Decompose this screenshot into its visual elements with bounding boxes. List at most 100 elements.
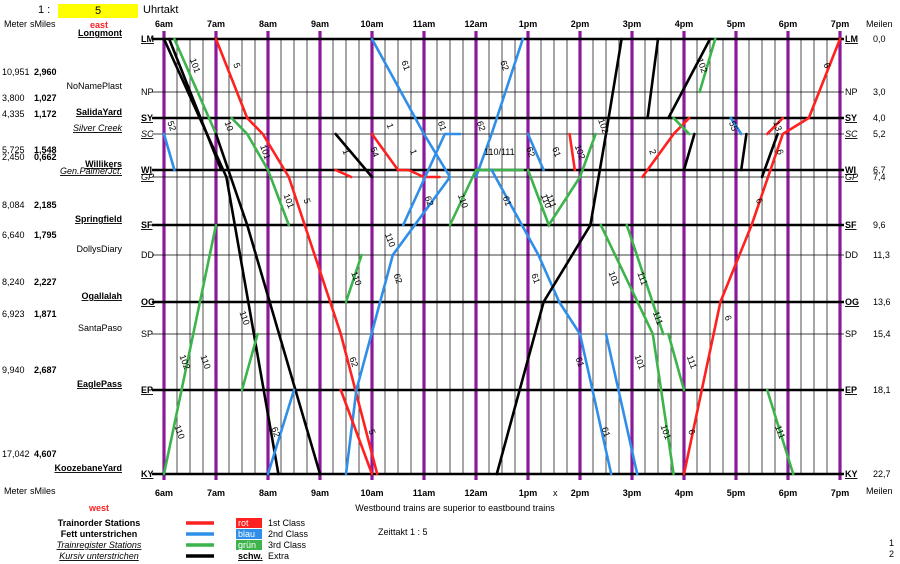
time-label-bottom: 7pm — [831, 488, 850, 498]
train-number-label: 111 — [773, 424, 787, 440]
train-path — [760, 132, 779, 179]
station-smiles: 1,027 — [34, 93, 57, 103]
page-number-2: 2 — [889, 549, 894, 559]
train-number-label: 52 — [165, 120, 178, 133]
station-meter: 8,240 — [2, 277, 25, 287]
time-label-top: 6am — [155, 19, 173, 29]
train-number-label: 62 — [269, 426, 282, 439]
train-path — [599, 223, 675, 476]
train-number-label: 110 — [237, 310, 251, 327]
time-label-bottom: 4pm — [675, 488, 694, 498]
station-name-wi: Willikers — [85, 159, 122, 169]
train-number-label: 110 — [198, 354, 212, 371]
station-meter: 6,640 — [2, 230, 25, 240]
time-label-bottom: 10am — [360, 488, 383, 498]
zeittakt-label: Zeittakt 1 : 5 — [378, 527, 428, 537]
station-meilen: 11,3 — [873, 250, 890, 260]
legend-class-label: 3rd Class — [268, 540, 307, 550]
train-number-label: 61 — [529, 272, 542, 285]
train-number-label: 62 — [498, 59, 511, 72]
train-path — [646, 37, 660, 120]
note-superior: Westbound trains are superior to eastbou… — [355, 503, 555, 513]
train-number-label: 102 — [695, 57, 710, 75]
train-path — [557, 300, 613, 476]
station-abbr-left: NP — [141, 87, 154, 97]
train-path — [682, 37, 842, 476]
station-abbr-right: SY — [845, 113, 857, 123]
station-abbr-right: GP — [845, 172, 858, 182]
page-number-1: 1 — [889, 538, 894, 548]
station-meilen: 22,7 — [873, 469, 891, 479]
col-smiles-bottom: sMiles — [30, 486, 56, 496]
ratio-value: 5 — [58, 4, 138, 18]
station-abbr-left: SC — [141, 129, 154, 139]
train-number-label: 61 — [399, 59, 412, 72]
station-abbr-left: OG — [141, 297, 155, 307]
station-meilen: 6,7 — [873, 165, 886, 175]
train-path — [344, 253, 363, 304]
station-abbr-right: SC — [845, 129, 858, 139]
station-smiles: 2,687 — [34, 365, 57, 375]
time-label-top: 1pm — [519, 19, 538, 29]
station-meter: 8,084 — [2, 200, 25, 210]
train-number-label: 111 — [651, 310, 665, 326]
station-name-sc: Silver Creek — [73, 123, 123, 133]
train-number-label: 110 — [383, 232, 397, 249]
train-path — [495, 37, 623, 476]
legend-station-label: Trainregister Stations — [57, 540, 142, 550]
train-number-label: 62 — [347, 356, 360, 369]
station-abbr-left: LM — [141, 34, 154, 44]
station-meilen: 9,6 — [873, 220, 886, 230]
train-number-label: 110 — [456, 193, 470, 210]
time-label-bottom: 1pm — [519, 488, 538, 498]
station-abbr-left: KY — [141, 469, 154, 479]
direction-west: west — [88, 503, 109, 513]
train-path — [474, 37, 525, 179]
time-label-top: 10am — [360, 19, 383, 29]
station-meter: 4,335 — [2, 109, 25, 119]
station-abbr-left: SY — [141, 113, 153, 123]
station-smiles: 1,548 — [34, 145, 57, 155]
train-number-label: 6 — [754, 197, 765, 205]
station-abbr-left: GP — [141, 172, 154, 182]
col-meilen-top: Meilen — [866, 19, 893, 29]
station-abbr-right: WI — [845, 165, 856, 175]
time-label-bottom: 11am — [413, 488, 436, 498]
time-label-top: 12am — [464, 19, 487, 29]
train-number-label: 61 — [574, 356, 587, 369]
train-number-label: 1 — [408, 148, 419, 156]
station-abbr-right: SF — [845, 220, 857, 230]
train-number-label: 61 — [501, 195, 514, 208]
station-meter: 10,951 — [2, 67, 30, 77]
time-label-bottom: 6pm — [779, 488, 798, 498]
station-name-og: Ogallalah — [81, 291, 122, 301]
station-name-gp: Gen.PalmerJct. — [60, 166, 122, 176]
col-meter-bottom: Meter — [4, 486, 27, 496]
legend-station-label: Trainorder Stations — [58, 518, 141, 528]
train-path — [526, 132, 597, 228]
station-smiles: 2,185 — [34, 200, 57, 210]
legend-box-label: schw. — [238, 551, 263, 561]
time-label-bottom: 2pm — [571, 488, 590, 498]
station-name-dd: DollysDiary — [76, 244, 122, 254]
station-abbr-left: WI — [141, 165, 152, 175]
station-abbr-left: DD — [141, 250, 154, 260]
train-path — [729, 116, 743, 136]
train-number-label: 55 — [727, 120, 740, 133]
train-number-label: 102 — [178, 353, 193, 371]
legend-color-box — [236, 551, 262, 561]
train-number-label: 101 — [633, 353, 648, 371]
time-label-top: 5pm — [727, 19, 746, 29]
train-path — [448, 168, 488, 227]
time-label-bottom: 7am — [207, 488, 225, 498]
station-meter: 2,450 — [2, 152, 25, 162]
station-meilen: 4,0 — [873, 113, 886, 123]
train-number-label: 62 — [524, 146, 537, 159]
ratio-label: Uhrtakt — [143, 4, 179, 16]
train-number-label: 111 — [685, 354, 699, 370]
train-path — [568, 132, 577, 172]
station-smiles: 2,960 — [34, 67, 57, 77]
train-number-label: 6 — [821, 61, 832, 69]
train-number-label: 111 — [544, 193, 558, 209]
